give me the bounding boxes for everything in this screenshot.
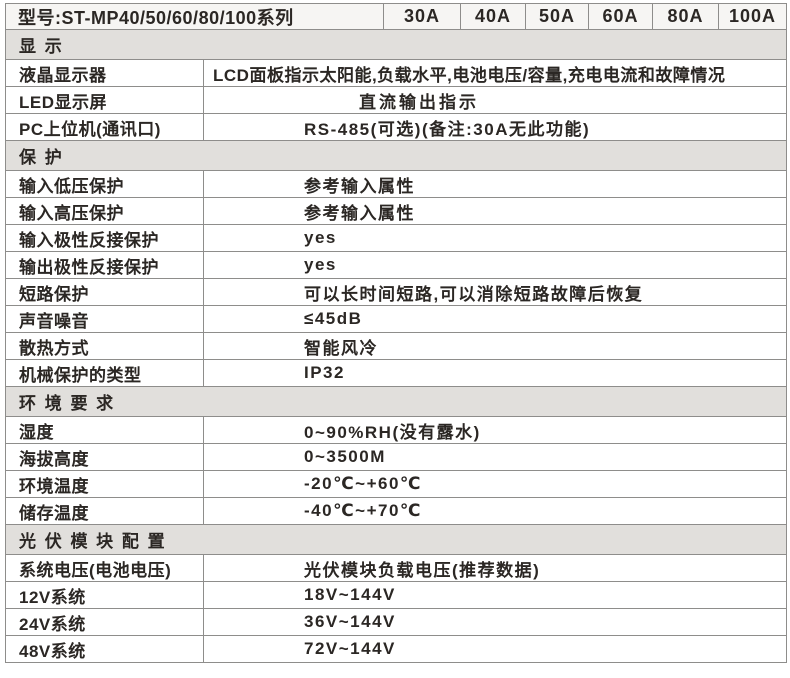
spec-row-value: 0~90%RH(没有露水) bbox=[304, 422, 481, 442]
table-row: 环境温度 -20℃~+60℃ bbox=[6, 471, 786, 498]
spec-row-label: 输入极性反接保护 bbox=[6, 225, 204, 251]
table-row: 短路保护 可以长时间短路,可以消除短路故障后恢复 bbox=[6, 279, 786, 306]
spec-row-label: 短路保护 bbox=[6, 279, 204, 305]
spec-row-value: -20℃~+60℃ bbox=[304, 474, 423, 493]
spec-row-label: 48V系统 bbox=[6, 636, 204, 662]
table-row: 液晶显示器 LCD面板指示太阳能,负载水平,电池电压/容量,充电电流和故障情况 bbox=[6, 60, 786, 87]
table-row: 系统电压(电池电压) 光伏模块负载电压(推荐数据) bbox=[6, 555, 786, 582]
spec-row-value: 光伏模块负载电压(推荐数据) bbox=[304, 560, 541, 580]
model-label: 型号:ST-MP40/50/60/80/100系列 bbox=[18, 7, 294, 28]
spec-row-label: 海拔高度 bbox=[6, 444, 204, 470]
table-row: 输入高压保护 参考输入属性 bbox=[6, 198, 786, 225]
spec-row-label: 机械保护的类型 bbox=[6, 360, 204, 386]
spec-row-value: ≤45dB bbox=[304, 309, 363, 328]
table-row: 输出极性反接保护 yes bbox=[6, 252, 786, 279]
spec-row-label: LED显示屏 bbox=[6, 87, 204, 113]
current-rating-cell: 100A bbox=[728, 6, 777, 26]
spec-row-value: 直流输出指示 bbox=[359, 92, 479, 112]
spec-row-value: 智能风冷 bbox=[304, 338, 378, 358]
table-row: 储存温度 -40℃~+70℃ bbox=[6, 498, 786, 525]
table-header-row: 型号:ST-MP40/50/60/80/100系列 30A 40A 50A 60A 80… bbox=[6, 4, 786, 30]
spec-row-value: yes bbox=[304, 228, 337, 247]
section-header: 显 示 bbox=[6, 30, 786, 60]
table-row: LED显示屏 直流输出指示 bbox=[6, 87, 786, 114]
current-rating-cell: 40A bbox=[461, 4, 526, 29]
current-rating-cell: 80A bbox=[653, 4, 719, 29]
spec-row-value: 可以长时间短路,可以消除短路故障后恢复 bbox=[304, 284, 644, 304]
table-row: 海拔高度 0~3500M bbox=[6, 444, 786, 471]
spec-row-value: 36V~144V bbox=[304, 612, 396, 631]
table-row: PC上位机(通讯口) RS-485(可选)(备注:30A无此功能) bbox=[6, 114, 786, 141]
spec-row-value: 0~3500M bbox=[304, 447, 386, 466]
spec-row-value: 参考输入属性 bbox=[304, 176, 415, 196]
current-rating-cell: 60A bbox=[589, 4, 653, 29]
table-row: 输入低压保护 参考输入属性 bbox=[6, 171, 786, 198]
spec-row-label: 输入低压保护 bbox=[6, 171, 204, 197]
spec-row-label: 湿度 bbox=[6, 417, 204, 443]
spec-row-label: 24V系统 bbox=[6, 609, 204, 635]
table-row: 湿度 0~90%RH(没有露水) bbox=[6, 417, 786, 444]
spec-row-value: yes bbox=[304, 255, 337, 274]
spec-row-label: 液晶显示器 bbox=[6, 60, 204, 86]
spec-row-value: 参考输入属性 bbox=[304, 203, 415, 223]
section-header: 保 护 bbox=[6, 141, 786, 171]
spec-table: 型号:ST-MP40/50/60/80/100系列 30A 40A 50A 60A 80… bbox=[5, 3, 787, 663]
spec-row-label: 输入高压保护 bbox=[6, 198, 204, 224]
spec-row-label: 环境温度 bbox=[6, 471, 204, 497]
spec-row-value: LCD面板指示太阳能,负载水平,电池电压/容量,充电电流和故障情况 bbox=[213, 65, 726, 85]
spec-row-label: 储存温度 bbox=[6, 498, 204, 524]
table-row: 12V系统 18V~144V bbox=[6, 582, 786, 609]
table-row: 散热方式 智能风冷 bbox=[6, 333, 786, 360]
table-row: 声音噪音 ≤45dB bbox=[6, 306, 786, 333]
spec-row-label: 12V系统 bbox=[6, 582, 204, 608]
spec-row-value: -40℃~+70℃ bbox=[304, 501, 423, 520]
table-row: 输入极性反接保护 yes bbox=[6, 225, 786, 252]
section-header: 环 境 要 求 bbox=[6, 387, 786, 417]
spec-row-label: 输出极性反接保护 bbox=[6, 252, 204, 278]
spec-row-label: 声音噪音 bbox=[6, 306, 204, 332]
current-rating-cell: 30A bbox=[384, 4, 461, 29]
spec-row-label: 系统电压(电池电压) bbox=[6, 555, 204, 581]
spec-row-label: 散热方式 bbox=[6, 333, 204, 359]
spec-row-value: 72V~144V bbox=[304, 639, 396, 658]
spec-row-label: PC上位机(通讯口) bbox=[6, 114, 204, 140]
spec-row-value: 18V~144V bbox=[304, 585, 396, 604]
section-header: 光 伏 模 块 配 置 bbox=[6, 525, 786, 555]
table-row: 24V系统 36V~144V bbox=[6, 609, 786, 636]
current-rating-columns: 30A 40A 50A 60A 80A 100A bbox=[384, 4, 786, 29]
table-row: 48V系统 72V~144V bbox=[6, 636, 786, 663]
current-rating-cell: 50A bbox=[526, 4, 589, 29]
model-header-cell: 型号:ST-MP40/50/60/80/100系列 bbox=[6, 4, 384, 29]
table-row: 机械保护的类型 IP32 bbox=[6, 360, 786, 387]
spec-sections: 显 示液晶显示器 LCD面板指示太阳能,负载水平,电池电压/容量,充电电流和故障情… bbox=[6, 30, 786, 663]
spec-row-value: IP32 bbox=[304, 363, 345, 382]
spec-row-value: RS-485(可选)(备注:30A无此功能) bbox=[304, 119, 591, 139]
